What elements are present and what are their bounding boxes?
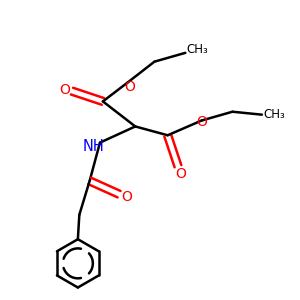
Text: CH₃: CH₃ <box>263 108 285 121</box>
Text: NH: NH <box>82 139 104 154</box>
Text: CH₃: CH₃ <box>187 43 208 56</box>
Text: O: O <box>176 167 186 182</box>
Text: O: O <box>59 82 70 97</box>
Text: O: O <box>124 80 135 94</box>
Text: O: O <box>196 115 207 129</box>
Text: O: O <box>122 190 133 204</box>
